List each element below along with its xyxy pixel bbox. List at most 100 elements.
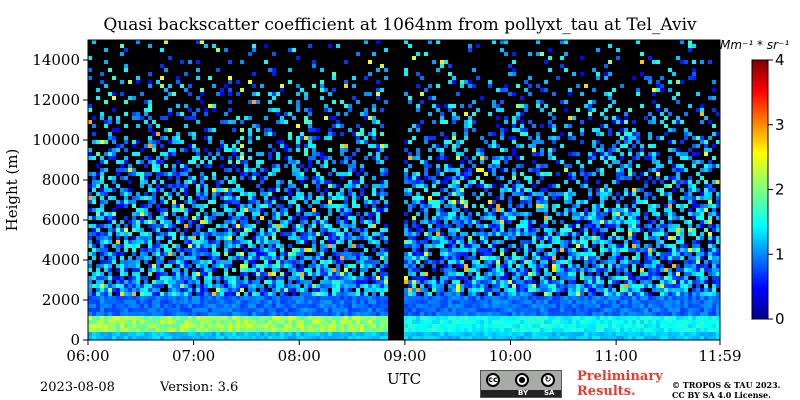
heatmap-cell bbox=[632, 200, 636, 204]
heatmap-cell bbox=[584, 288, 588, 292]
heatmap-cell bbox=[300, 176, 304, 180]
heatmap-cell bbox=[240, 252, 244, 256]
heatmap-cell bbox=[188, 296, 192, 300]
heatmap-cell bbox=[520, 164, 524, 168]
heatmap-cell bbox=[712, 180, 716, 184]
heatmap-cell bbox=[548, 68, 552, 72]
heatmap-cell bbox=[588, 268, 592, 272]
heatmap-cell bbox=[456, 280, 460, 284]
heatmap-cell bbox=[700, 264, 704, 268]
heatmap-cell bbox=[344, 228, 348, 232]
heatmap-cell bbox=[520, 124, 524, 128]
heatmap-cell bbox=[140, 304, 144, 308]
heatmap-cell bbox=[244, 276, 248, 280]
heatmap-cell bbox=[500, 100, 504, 104]
heatmap-cell bbox=[276, 164, 280, 168]
heatmap-cell bbox=[608, 304, 612, 308]
heatmap-cell bbox=[408, 284, 412, 288]
heatmap-cell bbox=[612, 300, 616, 304]
heatmap-cell bbox=[316, 152, 320, 156]
heatmap-cell bbox=[288, 232, 292, 236]
heatmap-cell bbox=[500, 228, 504, 232]
heatmap-cell bbox=[656, 288, 660, 292]
heatmap-cell bbox=[424, 256, 428, 260]
heatmap-cell bbox=[428, 156, 432, 160]
heatmap-cell bbox=[188, 280, 192, 284]
heatmap-cell bbox=[660, 112, 664, 116]
heatmap-cell bbox=[472, 296, 476, 300]
heatmap-cell bbox=[148, 100, 152, 104]
heatmap-cell bbox=[128, 96, 132, 100]
heatmap-cell bbox=[92, 188, 96, 192]
heatmap-cell bbox=[652, 248, 656, 252]
heatmap-cell bbox=[688, 192, 692, 196]
heatmap-cell bbox=[156, 304, 160, 308]
heatmap-cell bbox=[516, 192, 520, 196]
heatmap-cell bbox=[716, 264, 720, 268]
heatmap-cell bbox=[212, 248, 216, 252]
heatmap-cell bbox=[584, 240, 588, 244]
heatmap-cell bbox=[204, 292, 208, 296]
heatmap-cell bbox=[344, 256, 348, 260]
heatmap-cell bbox=[324, 280, 328, 284]
heatmap-cell bbox=[440, 224, 444, 228]
heatmap-cell bbox=[416, 212, 420, 216]
heatmap-cell bbox=[508, 232, 512, 236]
heatmap-cell bbox=[584, 276, 588, 280]
heatmap-cell bbox=[500, 132, 504, 136]
heatmap-cell bbox=[408, 288, 412, 292]
heatmap-cell bbox=[676, 168, 680, 172]
heatmap-cell bbox=[256, 240, 260, 244]
heatmap-cell bbox=[136, 308, 140, 312]
heatmap-cell bbox=[372, 200, 376, 204]
heatmap-cell bbox=[524, 220, 528, 224]
heatmap-cell bbox=[440, 208, 444, 212]
heatmap-cell bbox=[488, 112, 492, 116]
heatmap-cell bbox=[488, 292, 492, 296]
heatmap-cell bbox=[532, 272, 536, 276]
heatmap-cell bbox=[312, 60, 316, 64]
heatmap-cell bbox=[304, 168, 308, 172]
heatmap-cell bbox=[488, 304, 492, 308]
heatmap-cell bbox=[584, 252, 588, 256]
heatmap-cell bbox=[652, 256, 656, 260]
heatmap-cell bbox=[244, 116, 248, 120]
heatmap-cell bbox=[340, 144, 344, 148]
heatmap-cell bbox=[716, 192, 720, 196]
heatmap-cell bbox=[268, 300, 272, 304]
heatmap-cell bbox=[492, 268, 496, 272]
heatmap-cell bbox=[524, 232, 528, 236]
heatmap-cell bbox=[468, 180, 472, 184]
heatmap-cell bbox=[436, 148, 440, 152]
heatmap-cell bbox=[108, 284, 112, 288]
heatmap-cell bbox=[592, 140, 596, 144]
heatmap-cell bbox=[208, 260, 212, 264]
heatmap-cell bbox=[688, 256, 692, 260]
heatmap-cell bbox=[436, 228, 440, 232]
heatmap-cell bbox=[132, 140, 136, 144]
heatmap-cell bbox=[292, 232, 296, 236]
heatmap-cell bbox=[328, 180, 332, 184]
heatmap-cell bbox=[440, 64, 444, 68]
heatmap-cell bbox=[92, 124, 96, 128]
heatmap-cell bbox=[688, 180, 692, 184]
heatmap-cell bbox=[332, 292, 336, 296]
heatmap-cell bbox=[352, 256, 356, 260]
heatmap-cell bbox=[616, 168, 620, 172]
heatmap-cell bbox=[700, 160, 704, 164]
heatmap-cell bbox=[300, 276, 304, 280]
heatmap-cell bbox=[340, 160, 344, 164]
heatmap-cell bbox=[636, 224, 640, 228]
heatmap-cell bbox=[608, 156, 612, 160]
heatmap-cell bbox=[668, 280, 672, 284]
heatmap-cell bbox=[248, 244, 252, 248]
heatmap-cell bbox=[552, 284, 556, 288]
heatmap-cell bbox=[704, 288, 708, 292]
heatmap-cell bbox=[468, 244, 472, 248]
heatmap-cell bbox=[348, 168, 352, 172]
heatmap-cell bbox=[304, 216, 308, 220]
heatmap-cell bbox=[504, 284, 508, 288]
heatmap-cell bbox=[324, 272, 328, 276]
heatmap-cell bbox=[572, 212, 576, 216]
heatmap-cell bbox=[252, 208, 256, 212]
